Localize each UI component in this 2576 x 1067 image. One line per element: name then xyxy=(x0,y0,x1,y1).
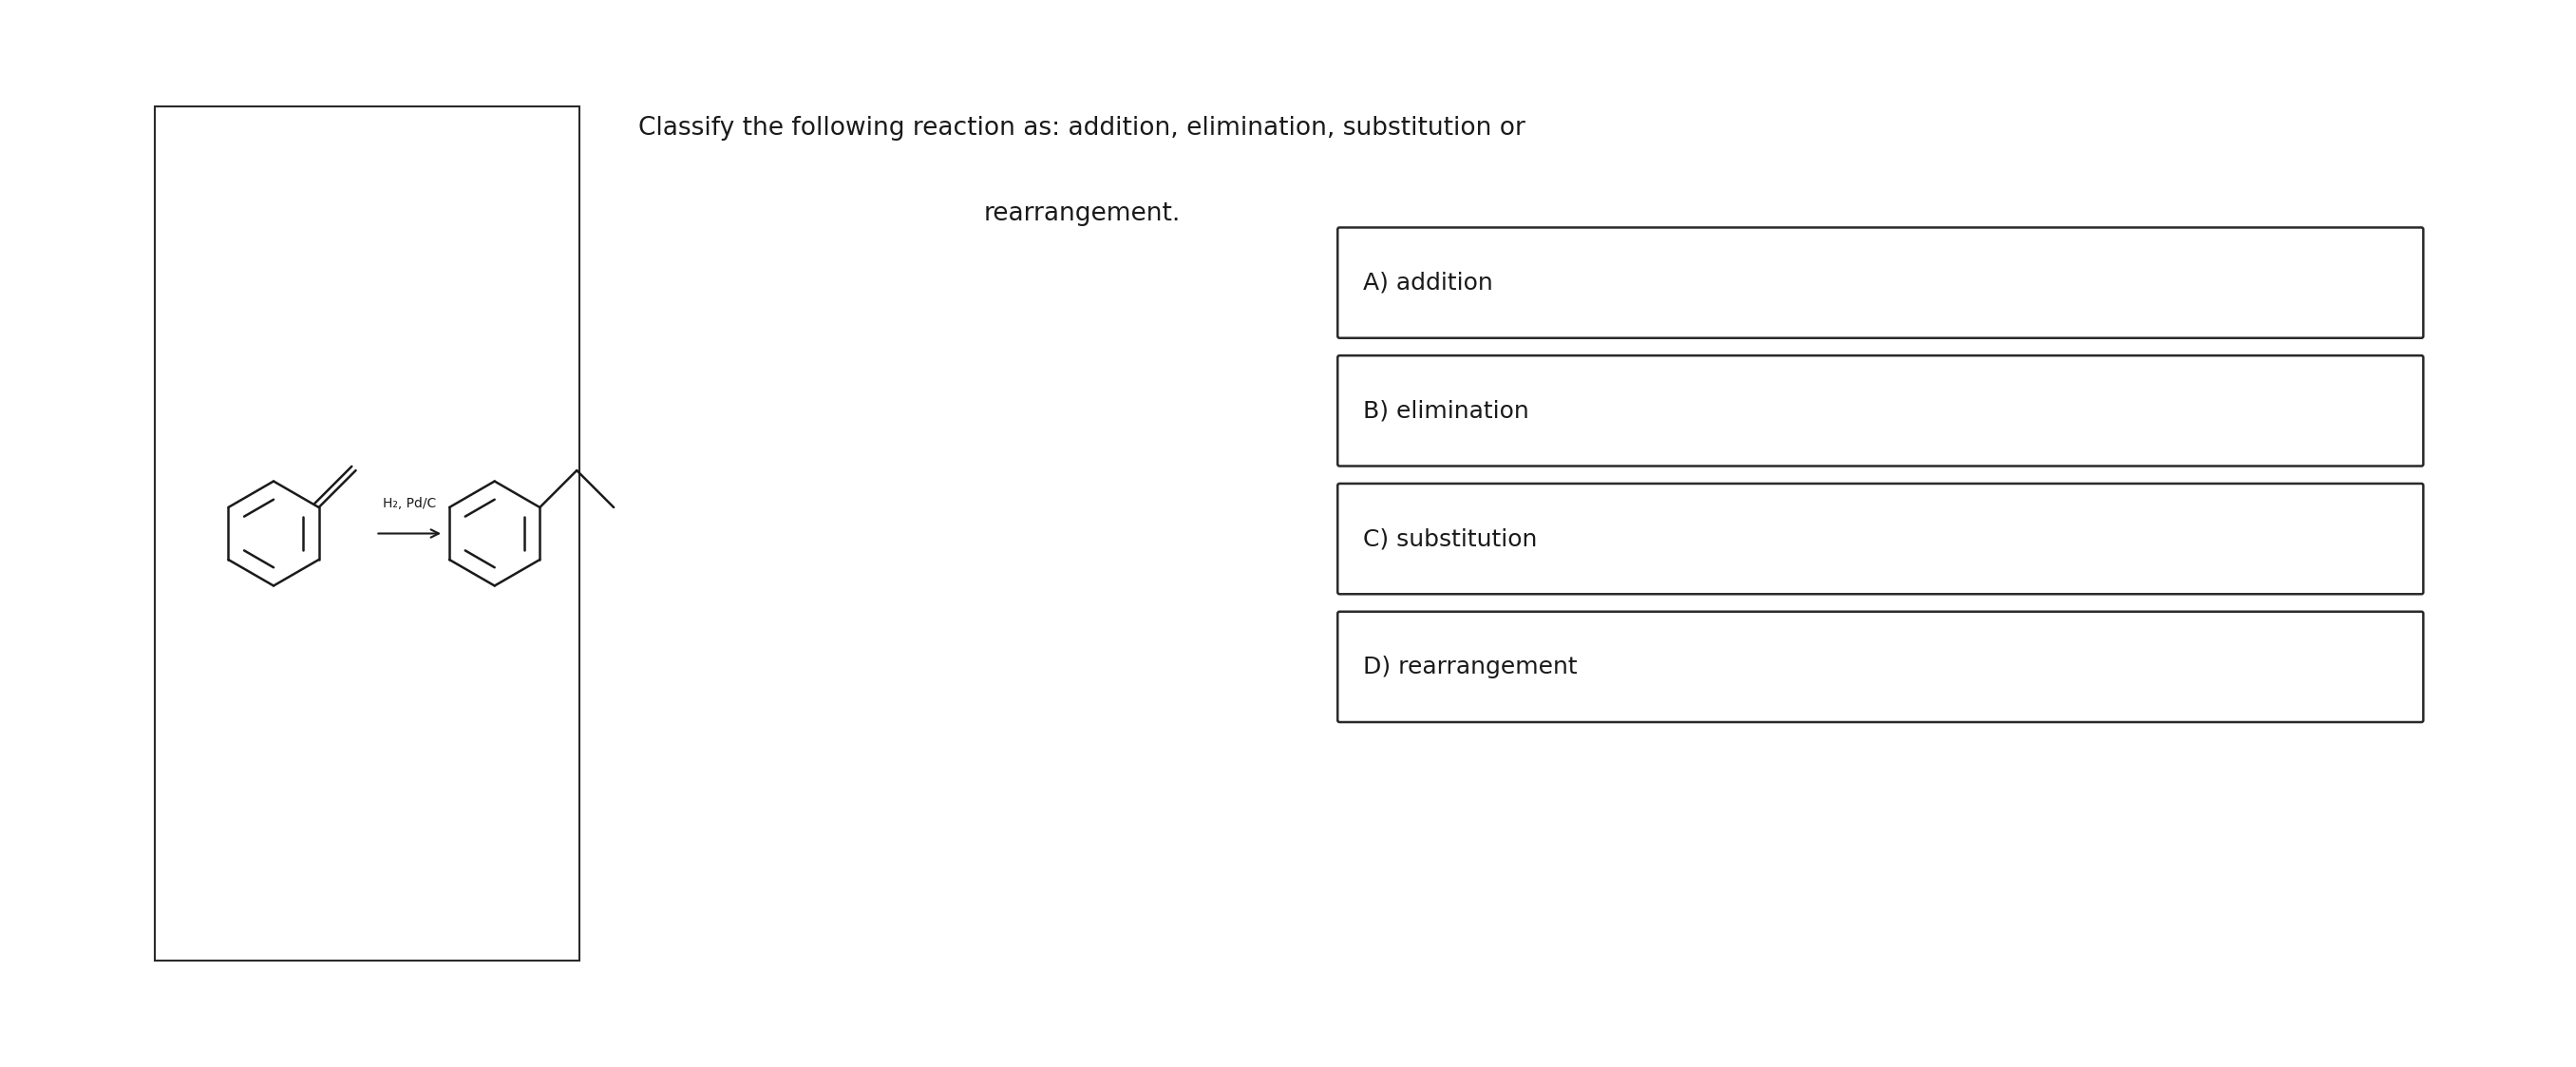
FancyBboxPatch shape xyxy=(1337,227,2424,338)
Text: D) rearrangement: D) rearrangement xyxy=(1363,655,1577,679)
Text: B) elimination: B) elimination xyxy=(1363,399,1530,423)
FancyBboxPatch shape xyxy=(1337,483,2424,594)
FancyBboxPatch shape xyxy=(1337,355,2424,466)
Text: rearrangement.: rearrangement. xyxy=(984,201,1180,226)
FancyBboxPatch shape xyxy=(155,107,580,960)
Text: Classify the following reaction as: addition, elimination, substitution or: Classify the following reaction as: addi… xyxy=(639,115,1525,141)
Text: H₂, Pd/C: H₂, Pd/C xyxy=(384,496,435,510)
FancyBboxPatch shape xyxy=(1337,611,2424,722)
Text: A) addition: A) addition xyxy=(1363,271,1494,294)
Text: C) substitution: C) substitution xyxy=(1363,527,1538,551)
